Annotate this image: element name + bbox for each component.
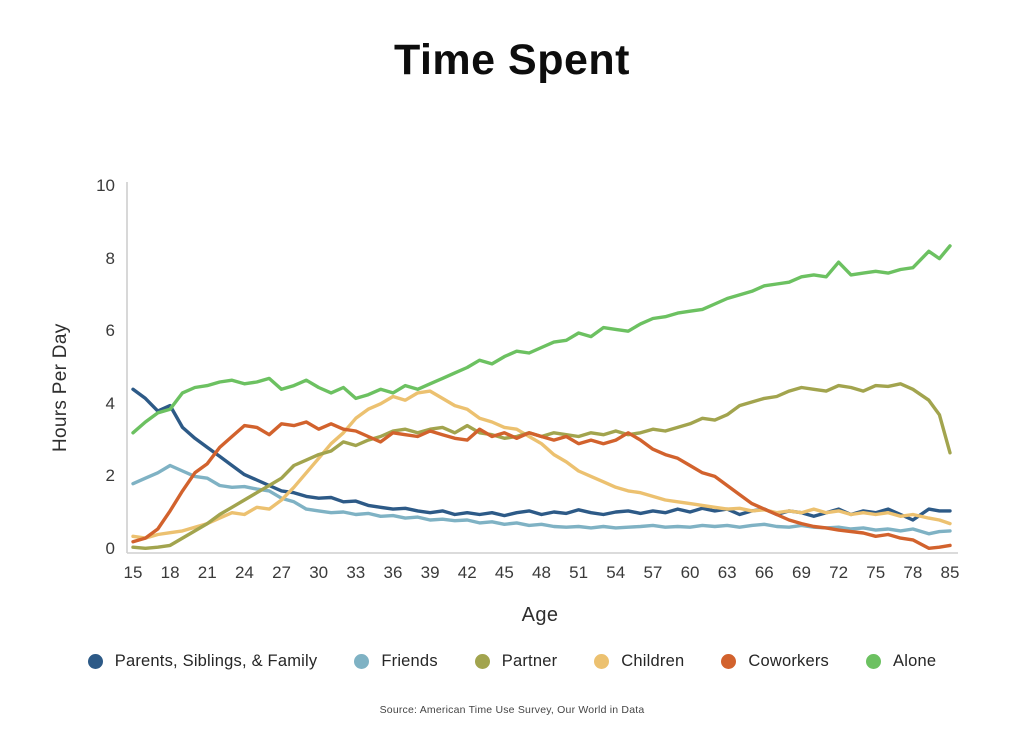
y-tick-label: 2 [105,466,115,486]
legend-label: Partner [501,652,558,670]
series-line-friends [131,463,952,536]
x-tick-label: 51 [569,563,589,582]
y-tick-label: 8 [105,248,115,268]
legend-label: Alone [893,652,937,670]
x-tick-label: 57 [643,563,663,582]
x-axis-title: Age [521,604,559,626]
legend-dot-icon [721,654,737,669]
source-note: Source: American Time Use Survey, Our Wo… [379,704,645,716]
y-tick-label: 0 [105,539,115,558]
x-tick-label: 60 [680,563,700,582]
legend-label: Children [621,652,685,670]
x-tick-label: 69 [791,563,811,582]
legend-dot-icon [87,654,103,669]
legend-item-parents-siblings-family: Parents, Siblings, & Family [87,652,318,671]
legend-item-children: Children [594,652,684,671]
x-tick-label: 33 [346,563,366,582]
legend-label: Friends [381,652,438,670]
chart-title: Time Spent [394,36,630,84]
x-tick-label: 54 [606,563,626,582]
legend-dot-icon [474,654,490,669]
legend-label: Coworkers [748,652,829,670]
x-tick-label: 24 [234,563,254,582]
x-tick-label: 18 [160,563,180,582]
legend-item-alone: Alone [866,652,936,671]
y-tick-label: 10 [96,176,115,195]
legend-dot-icon [354,654,370,669]
x-tick-label: 27 [272,563,291,582]
x-tick-label: 63 [717,563,737,582]
series-line-parents-siblings-family [131,387,952,522]
y-tick-label: 6 [105,321,115,341]
legend-dot-icon [866,654,881,669]
x-tick-label: 75 [866,563,886,582]
series-line-coworkers [131,420,952,550]
legend-dot-icon [594,654,610,669]
legend-label: Parents, Siblings, & Family [114,652,318,670]
legend-item-friends: Friends [354,652,438,671]
x-tick-label: 15 [123,563,143,582]
legend-item-partner: Partner [474,652,558,671]
x-tick-label: 36 [383,563,403,582]
legend: Parents, Siblings, & Family Friends Partne… [0,652,1024,671]
series-line-children [131,389,952,540]
x-tick-label: 48 [532,563,551,582]
x-tick-label: 45 [494,563,514,582]
x-tick-label: 21 [197,563,217,582]
x-tick-label: 85 [940,563,960,582]
legend-item-coworkers: Coworkers [721,652,829,671]
x-tick-label: 42 [457,563,477,582]
y-tick-label: 4 [105,393,115,413]
x-tick-label: 72 [829,563,849,582]
x-tick-label: 30 [309,563,329,582]
x-tick-label: 66 [754,563,774,582]
x-tick-label: 39 [420,563,440,582]
series-line-alone [131,244,952,435]
x-tick-label: 78 [903,563,923,582]
